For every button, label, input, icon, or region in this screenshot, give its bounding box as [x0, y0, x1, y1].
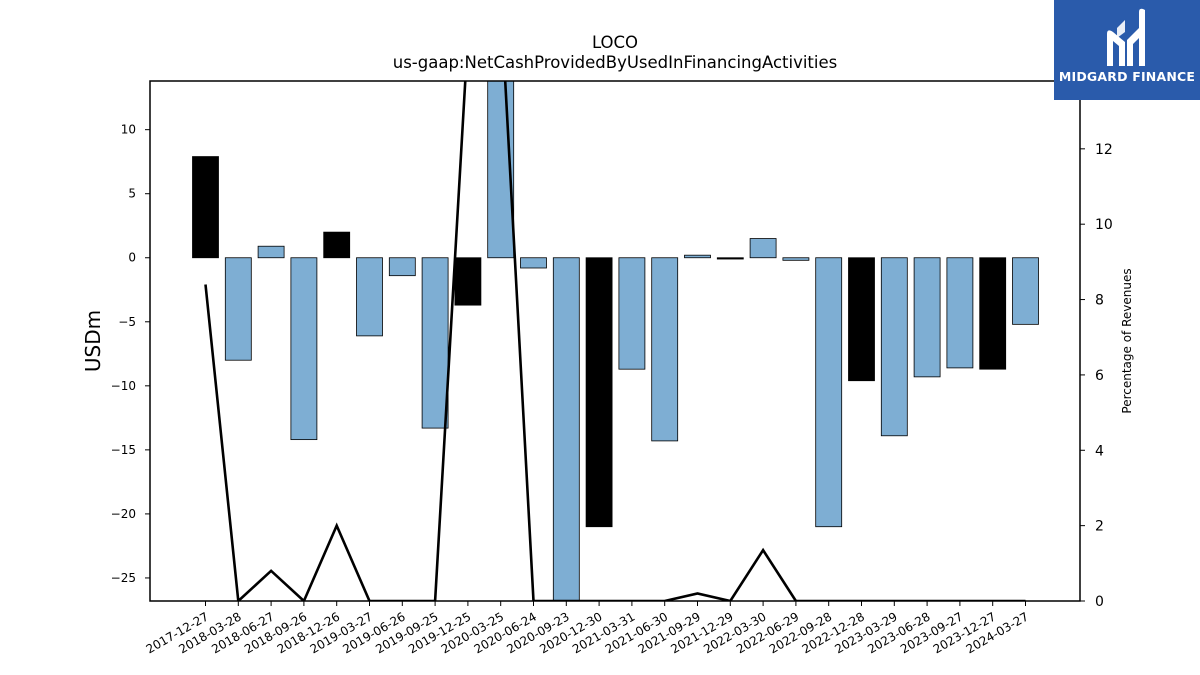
bar-2021-12-29 [716, 257, 744, 260]
y-tick-label: 10 [121, 123, 136, 137]
y-tick-label: −10 [111, 379, 136, 393]
y2-tick-label: 2 [1095, 519, 1104, 535]
brand-name: MIDGARD FINANCE [1058, 69, 1196, 84]
brand-logo: MIDGARD FINANCE [1054, 0, 1200, 100]
y-axis-label: USDm [81, 310, 105, 372]
y2-tick-label: 12 [1095, 142, 1113, 158]
plot-frame [149, 80, 1081, 602]
bar-2023-03-29 [880, 257, 908, 437]
y-tick-label: −15 [111, 443, 136, 457]
bar-2021-06-30 [651, 257, 679, 442]
y2-tick-label: 6 [1095, 368, 1104, 384]
y-tick-label: −20 [111, 507, 136, 521]
bar-2018-09-26 [290, 257, 318, 441]
y-tick-label: 0 [128, 251, 136, 265]
y2-tick-label: 4 [1095, 443, 1104, 459]
chart-title: LOCO [592, 33, 638, 52]
bar-2017-12-27 [192, 156, 219, 259]
y-tick-label: −25 [111, 571, 136, 585]
bar-2021-03-31 [618, 257, 646, 370]
bar-2020-12-30 [585, 257, 613, 528]
bar-2018-03-28 [224, 257, 252, 361]
bar-2023-12-27 [979, 257, 1007, 370]
bar-2019-03-27 [356, 257, 383, 337]
bar-2022-12-28 [848, 257, 875, 382]
y-tick-label: −5 [118, 315, 136, 329]
y2-tick-label: 0 [1095, 594, 1104, 610]
bar-2019-12-25 [454, 257, 482, 306]
percentage-line [204, 81, 1026, 601]
bar-2019-09-25 [421, 257, 449, 429]
bar-2020-06-24 [520, 257, 547, 269]
y-tick-label: 5 [128, 187, 136, 201]
bar-2022-03-30 [749, 238, 777, 259]
bar-2018-12-26 [323, 231, 351, 259]
y2-axis-label: Percentage of Revenues [1120, 268, 1134, 413]
bar-2021-09-29 [684, 254, 711, 259]
bar-2019-06-26 [388, 257, 416, 277]
chart-subtitle: us-gaap:NetCashProvidedByUsedInFinancing… [393, 53, 837, 72]
bar-2018-06-27 [257, 245, 285, 259]
bar-2024-03-27 [1012, 257, 1039, 325]
y2-tick-label: 8 [1095, 293, 1104, 309]
bar-2023-06-28 [913, 257, 941, 378]
bar-2023-09-27 [946, 257, 974, 369]
midgard-logo-icon [1107, 8, 1145, 67]
bar-2022-09-28 [815, 257, 843, 528]
y2-tick-label: 10 [1095, 217, 1113, 233]
bar-2022-06-29 [782, 257, 810, 261]
bar-2020-09-23 [552, 257, 580, 601]
